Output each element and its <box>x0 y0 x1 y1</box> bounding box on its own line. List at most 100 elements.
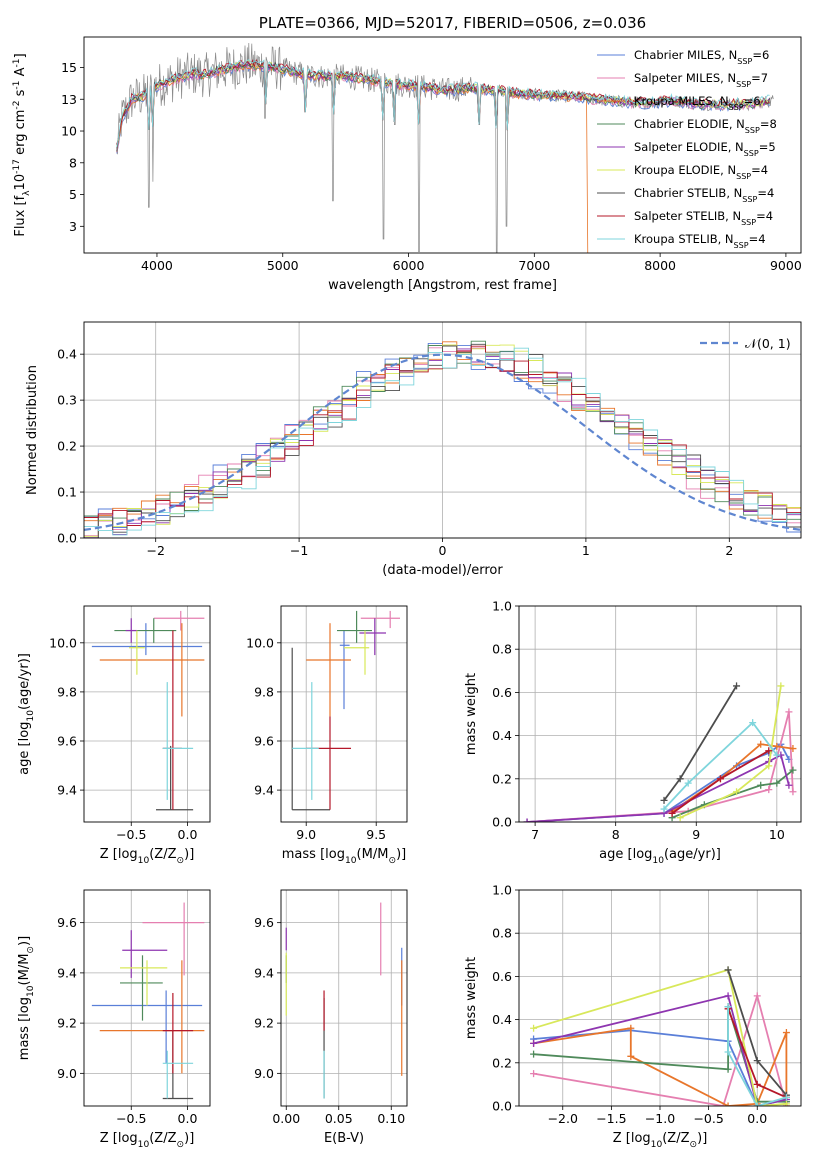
x-tick-label: 1 <box>582 543 590 558</box>
data-point-marker <box>724 1102 732 1106</box>
y-tick-label: 5 <box>69 187 77 202</box>
y-tick-label: 0.1 <box>57 485 77 500</box>
y-tick-label: 0.0 <box>492 1099 512 1114</box>
data-point-marker <box>749 719 757 727</box>
mass-weight-line <box>527 711 794 822</box>
plot-area <box>530 966 790 1106</box>
panel-age-vs-mass: 9.0 9.5 9.4 9.6 9.8 10.0 mass [log10(M/M⊙)] <box>246 605 408 866</box>
data-point-marker <box>789 788 797 796</box>
x-tick-label: 0 <box>439 543 447 558</box>
y-tick-label: 9.6 <box>57 915 77 930</box>
legend-entry: Chabrier ELODIE, NSSP=8 <box>634 117 777 135</box>
x-tick-label: 6000 <box>393 258 425 273</box>
legend-entry: Kroupa MILES, NSSP=6 <box>634 94 761 112</box>
data-point-marker <box>733 788 741 796</box>
x-tick-label: −0.5 <box>116 827 146 842</box>
y-tick-label: 0.3 <box>57 393 77 408</box>
residual-histogram <box>84 345 801 526</box>
data-point-marker <box>789 745 797 753</box>
x-tick-label: 0.00 <box>272 1111 300 1126</box>
y-tick-label: 9.6 <box>254 734 274 749</box>
y-tick-label: 0.8 <box>492 642 512 657</box>
data-point-marker <box>785 781 793 789</box>
y-tick-label: 9.6 <box>254 915 274 930</box>
legend-entry: 𝒩(0, 1) <box>745 336 791 351</box>
panel-age-vs-z: −0.5 0.0 9.4 9.6 9.8 10.0 Z [log10(Z/Z⊙)] age [… <box>17 605 211 866</box>
y-tick-label: 10 <box>61 124 77 139</box>
y-tick-label: 0.4 <box>492 728 512 743</box>
data-point-marker <box>684 779 692 787</box>
plot-area <box>523 682 797 822</box>
data-point-marker <box>765 762 773 770</box>
x-tick-label: 9.0 <box>296 827 316 842</box>
x-tick-label: 0.0 <box>178 1111 198 1126</box>
data-point-marker <box>753 1080 761 1088</box>
model-spectrum <box>116 59 770 148</box>
y-tick-label: 9.6 <box>57 734 77 749</box>
y-tick-label: 0.6 <box>492 685 512 700</box>
y-tick-label: 3 <box>69 219 77 234</box>
axes-frame <box>83 36 802 254</box>
x-tick-label: 5000 <box>267 258 299 273</box>
data-point-marker <box>789 766 797 774</box>
data-point-marker <box>627 1052 635 1060</box>
x-axis-label: (data-model)/error <box>382 563 503 578</box>
data-point-marker <box>782 1029 790 1037</box>
y-tick-label: 1.0 <box>492 883 512 898</box>
data-point-marker <box>530 1039 538 1047</box>
data-point-marker <box>530 1070 538 1078</box>
plot-area <box>91 610 205 811</box>
chart-title: PLATE=0366, MJD=52017, FIBERID=0506, z=0… <box>259 14 646 32</box>
plot-area <box>84 340 801 538</box>
data-point-marker <box>782 1093 790 1101</box>
x-axis-label: wavelength [Angstrom, rest frame] <box>328 278 557 293</box>
data-point-marker <box>676 775 684 783</box>
data-point-marker <box>785 708 793 716</box>
x-tick-label: 9.5 <box>366 827 386 842</box>
plot-area <box>291 610 400 811</box>
panel-massweight-vs-z: −2.0 −1.5 −1.0 −0.5 0.0 0.0 0.2 0.4 0.6 0.8 1.0 Z [… <box>464 883 802 1150</box>
data-point-marker <box>724 1003 732 1011</box>
data-point-marker <box>724 1048 732 1056</box>
panel-mass-vs-ebv: 0.00 0.05 0.10 9.0 9.2 9.4 9.6 E(B-V) <box>254 889 408 1146</box>
y-tick-label: 9.0 <box>254 1066 274 1081</box>
x-tick-label: −1.5 <box>596 1111 626 1126</box>
panel-residuals: −2 −1 0 1 2 0.0 0.1 0.2 0.3 0.4 (data-model)/error… <box>25 321 802 578</box>
y-tick-label: 9.2 <box>57 1016 77 1031</box>
data-point-marker <box>782 1100 790 1106</box>
x-tick-label: 2 <box>725 543 733 558</box>
y-tick-label: 9.8 <box>254 684 274 699</box>
data-point-marker <box>660 805 668 813</box>
y-tick-label: 0.6 <box>492 969 512 984</box>
mass-weight-line <box>663 721 778 810</box>
y-tick-label: 1.0 <box>492 599 512 614</box>
data-point-marker <box>724 966 732 974</box>
axes-frame <box>280 605 408 823</box>
data-point-marker <box>757 740 765 748</box>
legend-entry: Salpeter STELIB, NSSP=4 <box>634 209 773 227</box>
data-point-marker <box>523 818 531 822</box>
x-tick-label: 8 <box>612 827 620 842</box>
data-point-marker <box>765 786 773 794</box>
x-axis-label: Z [log10(Z/Z⊙)] <box>100 1131 195 1150</box>
data-point-marker <box>676 814 684 822</box>
legend-entry: Kroupa STELIB, NSSP=4 <box>634 232 766 250</box>
residual-histogram <box>84 347 801 536</box>
y-tick-label: 0.4 <box>57 347 77 362</box>
y-tick-label: 10.0 <box>246 635 274 650</box>
y-tick-label: 9.0 <box>57 1066 77 1081</box>
x-axis-label: mass [log10(M/M⊙)] <box>282 847 406 866</box>
data-point-marker <box>773 779 781 787</box>
data-point-marker <box>724 992 732 1000</box>
mass-weight-line <box>527 742 790 822</box>
axes-frame <box>518 605 802 823</box>
x-tick-label: −0.5 <box>116 1111 146 1126</box>
data-point-marker <box>753 992 761 1000</box>
y-tick-label: 0.0 <box>492 815 512 830</box>
data-point-marker <box>765 747 773 755</box>
data-point-marker <box>753 1057 761 1065</box>
y-tick-label: 0.4 <box>492 1012 512 1027</box>
data-point-marker <box>773 751 781 759</box>
data-point-marker <box>668 809 676 817</box>
